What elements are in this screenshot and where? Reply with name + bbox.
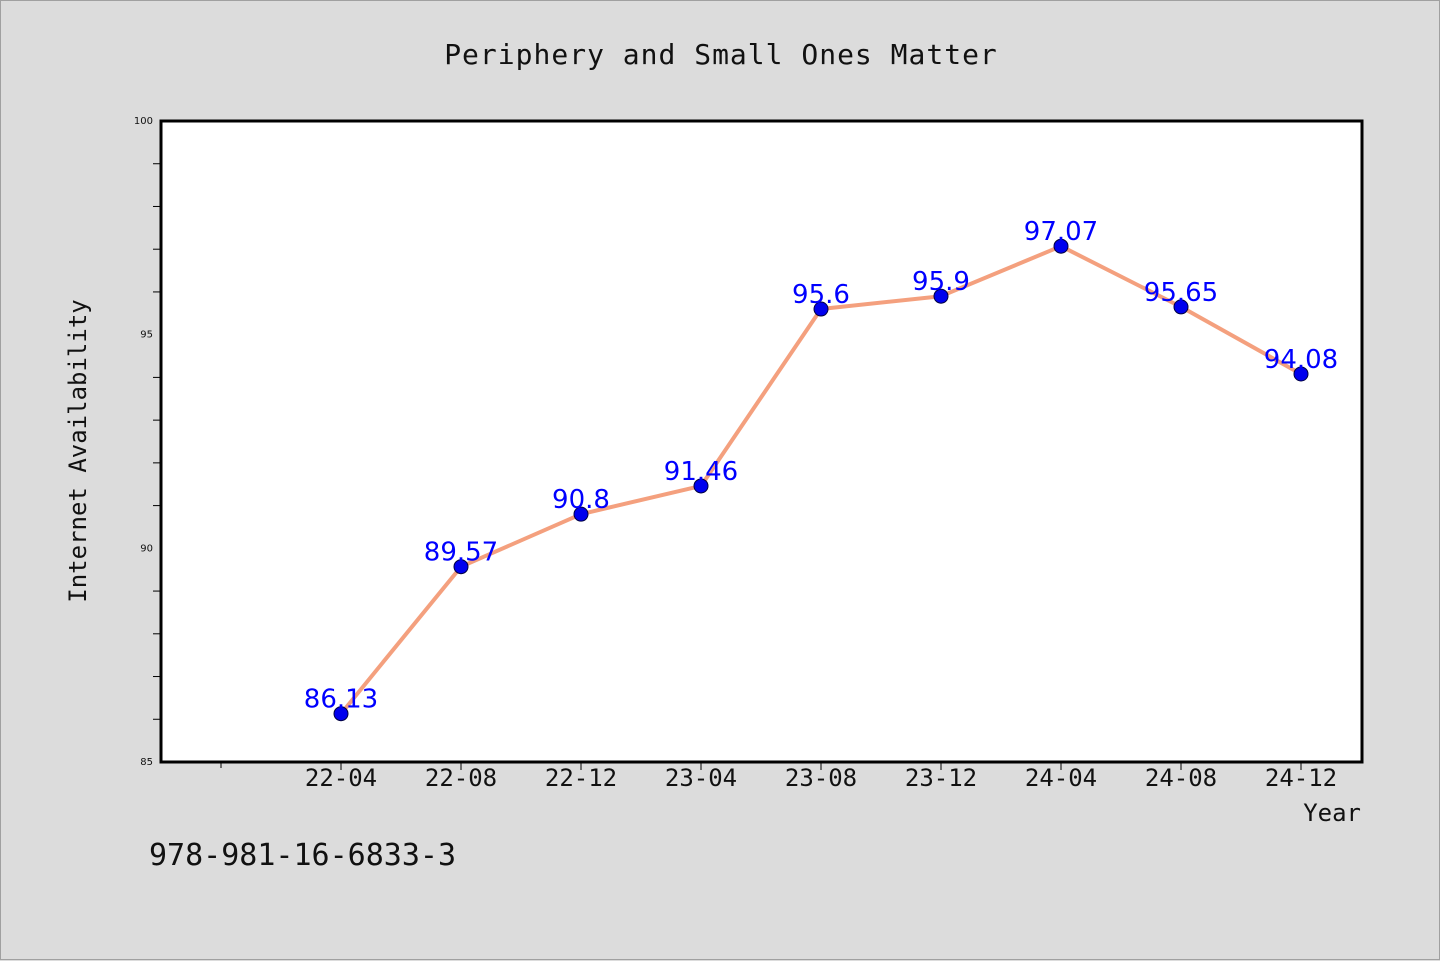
- data-point: [453, 559, 469, 575]
- data-point: [333, 706, 349, 722]
- data-point: [573, 506, 589, 522]
- x-tick-label: 22-12: [545, 764, 617, 792]
- y-tick-label: 90: [140, 543, 153, 554]
- data-label: 90.8: [552, 485, 610, 515]
- plot-area: [159, 119, 1364, 764]
- data-point: [1173, 299, 1189, 315]
- data-label: 91.46: [664, 457, 738, 487]
- x-tick-label: 22-04: [305, 764, 377, 792]
- chart-title: Periphery and Small Ones Matter: [444, 38, 998, 71]
- data-label: 97.07: [1024, 217, 1098, 247]
- x-tick-label: 23-04: [665, 764, 737, 792]
- data-point: [1293, 366, 1309, 382]
- x-tick-label: 24-04: [1025, 764, 1097, 792]
- x-axis-ticks: 22-04 22-08 22-12 23-04 23-08 23-12 24-04 24-08…: [220, 762, 1337, 792]
- series-markers: [333, 238, 1309, 722]
- data-label: 89.57: [424, 538, 498, 568]
- data-point: [693, 478, 709, 494]
- y-axis-label: Internet Availability: [64, 299, 92, 602]
- data-labels: 86.13 89.57 90.8 91.46 95.6 95.9 97.07 95.65 94.…: [304, 217, 1338, 715]
- y-tick-label: 85: [140, 757, 153, 768]
- data-label: 95.9: [912, 267, 970, 297]
- x-tick-label: 23-08: [785, 764, 857, 792]
- data-label: 94.08: [1264, 345, 1338, 375]
- x-tick-label: 24-12: [1265, 764, 1337, 792]
- data-point: [933, 288, 949, 304]
- footer-isbn: 978-981-16-6833-3: [149, 838, 456, 873]
- data-label: 95.6: [792, 280, 850, 310]
- data-point: [1053, 238, 1069, 254]
- y-tick-label: 100: [134, 116, 153, 127]
- y-tick-label: 95: [140, 330, 153, 341]
- y-axis-ticks: 85 90 95 100: [134, 116, 161, 768]
- x-axis-label: Year: [1303, 799, 1361, 827]
- x-tick-label: 24-08: [1145, 764, 1217, 792]
- data-label: 95.65: [1144, 278, 1218, 308]
- x-tick-label: 23-12: [905, 764, 977, 792]
- data-label: 86.13: [304, 685, 378, 715]
- x-tick-label: 22-08: [425, 764, 497, 792]
- data-point: [813, 301, 829, 317]
